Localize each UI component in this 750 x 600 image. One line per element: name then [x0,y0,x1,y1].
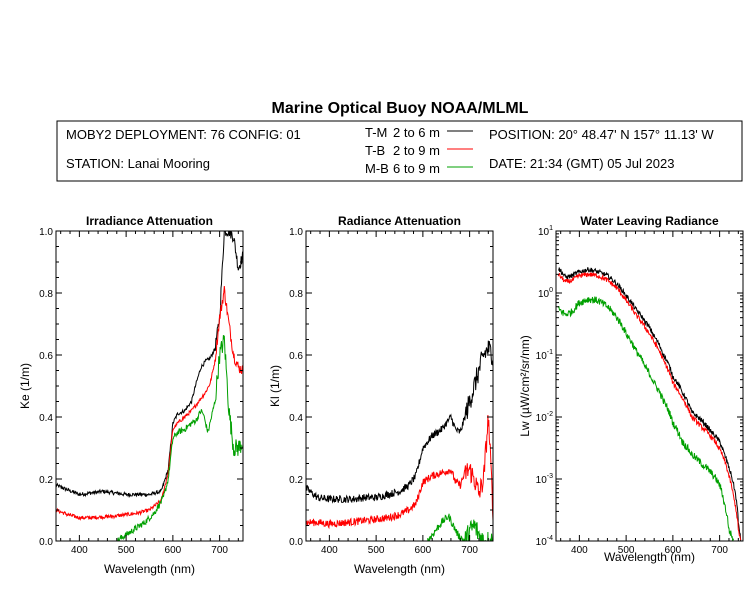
chart-3: Water Leaving Radiance 400 500 600 700 Wavele… [518,214,744,564]
chart-3-ytick-label: 10-2 [536,411,553,424]
chart-1-ylabel: Ke (1/m) [18,363,32,409]
chart-3-ytick-label: 10-3 [536,473,553,486]
chart-1-xtick-label: 600 [165,545,182,556]
chart-2-ytick-label: 1.0 [289,227,303,238]
chart-1-xtick-label: 700 [211,545,228,556]
chart-1-ytick-label: 0.8 [39,289,53,300]
chart-2-xlabel: Wavelength (nm) [354,562,445,576]
chart-3-xtick-label: 600 [665,545,682,556]
station-text: STATION: Lanai Mooring [66,156,210,171]
chart-1-ytick-label: 0.0 [39,537,53,548]
chart-1-series-tb [56,286,243,521]
chart-1-xlabel: Wavelength (nm) [104,562,195,576]
chart-2-ytick-label: 0.2 [289,475,303,486]
chart-2: Radiance Attenuation 400 500 600 700 Waveleng… [268,214,494,576]
position-text: POSITION: 20° 48.47' N 157° 11.13' W [489,127,714,142]
figure-title: Marine Optical Buoy NOAA/MLML [272,100,529,117]
chart-2-ytick-label: 0.0 [289,537,303,548]
chart-3-xlabel: Wavelength (nm) [604,550,695,564]
chart-3-xtick-label: 500 [618,545,635,556]
chart-1-series-mb [117,335,243,541]
chart-2-series-tb [306,414,493,530]
chart-1-xtick-label: 500 [118,545,135,556]
chart-1-ytick-label: 0.4 [39,413,53,424]
chart-3-series-tb [557,272,742,541]
chart-3-xtick-label: 400 [571,545,588,556]
legend-range-tm: 2 to 6 m [393,125,440,140]
chart-2-xtick-label: 400 [321,545,338,556]
chart-3-ytick-label: 10-4 [536,535,553,548]
chart-2-title: Radiance Attenuation [338,214,461,228]
legend-code-mb: M-B [365,161,389,176]
chart-3-ylabel: Lw (µW/cm²/sr/nm) [518,335,532,437]
chart-2-ytick-label: 0.6 [289,351,303,362]
chart-1-xtick-label: 400 [71,545,88,556]
chart-1-ytick-label: 0.2 [39,475,53,486]
legend-code-tm: T-M [365,125,387,140]
chart-3-ytick-label: 10-1 [536,349,553,362]
chart-1-ytick-label: 1.0 [39,227,53,238]
chart-3-frame [555,230,744,542]
chart-1: Irradiance Attenuation 400 500 600 700 Wavele… [18,214,244,576]
deployment-text: MOBY2 DEPLOYMENT: 76 CONFIG: 01 [66,127,301,142]
chart-2-series-tm [306,340,493,504]
charts: Irradiance Attenuation 400 500 600 700 Wavele… [18,214,744,576]
chart-1-title: Irradiance Attenuation [86,214,213,228]
chart-3-series-mb [557,296,735,541]
legend-code-tb: T-B [365,143,385,158]
legend-range-mb: 6 to 9 m [393,161,440,176]
chart-3-title: Water Leaving Radiance [580,214,719,228]
chart-3-xtick-label: 700 [711,545,728,556]
chart-1-ytick-label: 0.6 [39,351,53,362]
chart-3-ytick-label: 101 [538,225,553,238]
chart-2-ytick-label: 0.8 [289,289,303,300]
info-box [56,120,743,182]
chart-1-series-tm [56,231,243,498]
chart-3-ytick-label: 100 [538,287,553,300]
chart-2-frame [305,230,494,542]
chart-2-xtick-label: 700 [461,545,478,556]
chart-2-xtick-label: 500 [368,545,385,556]
chart-2-ylabel: Kl (1/m) [268,365,282,407]
chart-2-xtick-label: 600 [415,545,432,556]
legend: T-M 2 to 6 m T-B 2 to 9 m M-B 6 to 9 m [365,125,473,176]
date-text: DATE: 21:34 (GMT) 05 Jul 2023 [489,156,674,171]
legend-range-tb: 2 to 9 m [393,143,440,158]
chart-3-series-tm [557,267,742,541]
chart-2-ytick-label: 0.4 [289,413,303,424]
